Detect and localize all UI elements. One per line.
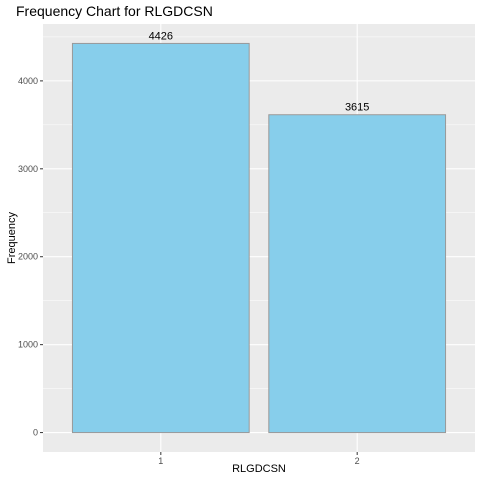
bar-value-label: 3615 bbox=[345, 102, 369, 114]
y-axis: 0 1000 2000 3000 4000 bbox=[18, 76, 43, 438]
y-tick-label: 0 bbox=[33, 428, 38, 438]
bar-value-label: 4426 bbox=[149, 30, 173, 42]
x-tick-label: 2 bbox=[355, 456, 360, 466]
y-tick-label: 1000 bbox=[18, 340, 38, 350]
x-axis-title: RLGDCSN bbox=[232, 463, 286, 475]
bar-value-labels: 4426 3615 bbox=[149, 30, 370, 113]
y-tick-label: 2000 bbox=[18, 252, 38, 262]
y-tick-label: 4000 bbox=[18, 76, 38, 86]
bar bbox=[268, 114, 447, 434]
y-tick-label: 3000 bbox=[18, 164, 38, 174]
y-axis-title: Frequency bbox=[6, 212, 18, 264]
x-tick-label: 1 bbox=[158, 456, 163, 466]
bars bbox=[71, 42, 447, 434]
chart-title: Frequency Chart for RLGDCSN bbox=[16, 3, 213, 19]
bar bbox=[71, 42, 250, 434]
